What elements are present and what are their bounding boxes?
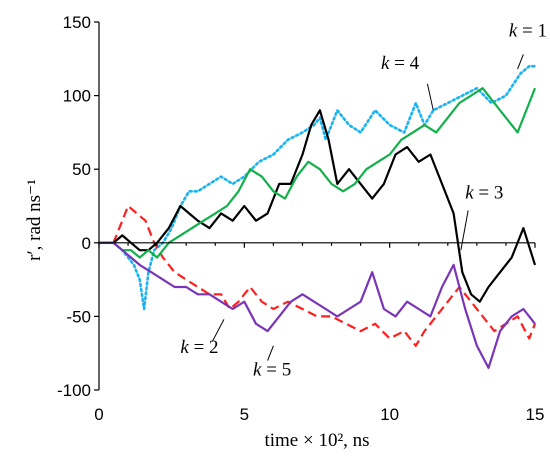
annotation-layer: k = 1 k = 2 k = 3 k = 4 k = 5 — [180, 21, 547, 381]
annotation-leader-line — [517, 54, 524, 70]
y-tick-label: 100 — [63, 87, 91, 106]
annotation-k4: k = 4 — [381, 53, 420, 74]
y-tick-label: 150 — [63, 13, 91, 32]
annotation-k3: k = 3 — [465, 183, 503, 204]
x-tick-label: 10 — [380, 405, 399, 424]
annotation-leader-line — [211, 319, 225, 342]
series-line-k3 — [99, 109, 537, 303]
x-tick-label: 5 — [240, 405, 249, 424]
series-line-k1 — [97, 64, 537, 311]
series-line-k5 — [99, 241, 536, 369]
y-tick-label: -50 — [66, 307, 91, 326]
y-tick-label: -100 — [57, 381, 91, 400]
annotation-k5: k = 5 — [253, 359, 291, 380]
series-layer — [97, 64, 537, 369]
series-line-k4 — [99, 87, 537, 259]
annotation-leader-line — [426, 83, 434, 111]
y-axis-label: r′, rad ns⁻¹ — [24, 179, 45, 261]
y-tick-label: 50 — [72, 160, 91, 179]
x-tick-label: 15 — [526, 405, 545, 424]
axes-layer: -100 -50 0 50 100 150 0 5 10 15 — [57, 13, 544, 424]
series-line-k2 — [99, 204, 537, 347]
x-axis-label: time × 10², ns — [264, 430, 369, 451]
annotation-k1: k = 1 — [509, 21, 547, 42]
annotation-leader-line — [267, 345, 274, 361]
x-tick-label: 0 — [94, 405, 103, 424]
annotation-leader-line — [460, 210, 469, 251]
annotation-k2: k = 2 — [180, 337, 218, 358]
y-tick-label: 0 — [82, 234, 91, 253]
